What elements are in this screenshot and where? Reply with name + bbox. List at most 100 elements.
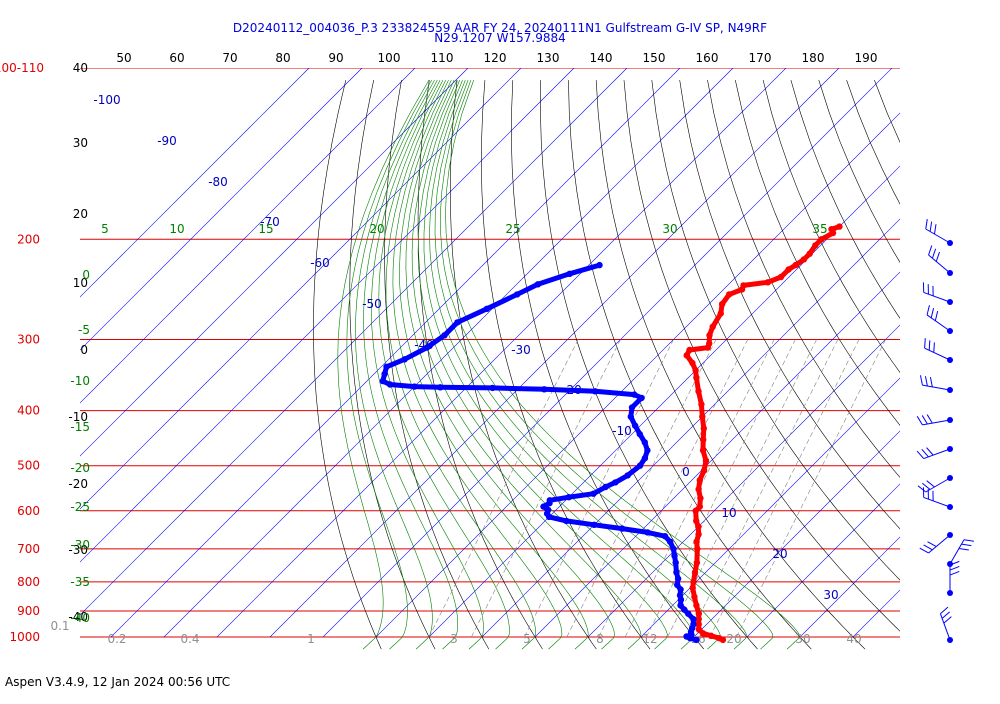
mixing-ratio-line (429, 339, 578, 637)
dewpoint-point (628, 414, 634, 420)
top-axis-label: 70 (222, 51, 237, 65)
top-axis-label: 100 (378, 51, 401, 65)
mixing-ratio-label: 30 (795, 632, 810, 646)
isotherm-line (588, 68, 1000, 637)
grid-lines (0, 68, 1000, 649)
top-axis-label: 110 (431, 51, 454, 65)
temperature-point (690, 579, 696, 585)
isotherm-line (800, 68, 1000, 637)
temperature-point (693, 602, 699, 608)
mixing-ratio-line (599, 339, 748, 637)
dry-adiabat (735, 80, 1000, 649)
wind-barb (947, 540, 974, 567)
wind-barb (926, 219, 953, 246)
adiabat-label: 10 (169, 222, 184, 236)
temperature-point (792, 262, 798, 268)
temperature-point (708, 633, 714, 639)
top-axis-label: 150 (643, 51, 666, 65)
wind-barb-station (947, 328, 953, 334)
dewpoint-point (489, 385, 495, 391)
dewpoint-point (591, 522, 597, 528)
wind-barb-station (947, 446, 953, 452)
moist-adiabat (364, 80, 458, 649)
left-axis-label: 20 (73, 207, 88, 221)
moist-adiabat (440, 80, 772, 649)
adiabat-label: 25 (505, 222, 520, 236)
top-axis-label: 160 (696, 51, 719, 65)
mixing-ratio-label: 1 (307, 632, 315, 646)
temperature-point (694, 559, 700, 565)
left-axis-label: 0 (80, 343, 88, 357)
dewpoint-point (690, 616, 696, 622)
dewpoint-point (629, 404, 635, 410)
mixing-ratio-label: 0.4 (180, 632, 199, 646)
dewpoint-point (547, 497, 553, 503)
dewpoint-point (667, 539, 673, 545)
dewpoint-point (540, 503, 546, 509)
pressure-label: 900 (17, 604, 40, 618)
temperature-point (719, 301, 725, 307)
dry-adiabat (596, 80, 865, 649)
mixing-ratio-label: 40 (846, 632, 861, 646)
temperature-point (765, 279, 771, 285)
temperature-point (703, 458, 709, 464)
mixing-ratio-label: 0.2 (107, 632, 126, 646)
dewpoint-point (596, 262, 602, 268)
dry-adiabat (847, 80, 1000, 649)
top-axis-label: 130 (537, 51, 560, 65)
wind-barb-station (947, 270, 953, 276)
adiabat-label: -10 (70, 374, 90, 388)
temperature-label: -60 (310, 256, 330, 270)
pressure-label: 500 (17, 459, 40, 473)
moist-adiabat (446, 80, 800, 649)
temperature-point (695, 531, 701, 537)
temperature-point (697, 477, 703, 483)
isotherm-line (906, 68, 1000, 637)
dry-adiabat (819, 80, 1000, 649)
dewpoint-point (612, 479, 618, 485)
wind-barb (925, 338, 953, 363)
pressure-label: 200 (17, 232, 40, 246)
wind-barb (929, 246, 953, 276)
wind-barb (917, 446, 953, 459)
dewpoint-point (411, 383, 417, 389)
dewpoint-point (677, 602, 683, 608)
moist-adiabat (424, 80, 694, 649)
dewpoint-point (383, 364, 389, 370)
adiabat-label: -40 (70, 611, 90, 625)
temperature-label: 20 (772, 547, 787, 561)
mixing-ratio-label: 8 (596, 632, 604, 646)
wind-barb-station (947, 532, 953, 538)
temperature-point (778, 274, 784, 280)
adiabat-label: -5 (78, 323, 90, 337)
wind-barb-station (947, 637, 953, 643)
dewpoint-point (535, 281, 541, 287)
dewpoint-point (590, 491, 596, 497)
temperature-label: 30 (823, 588, 838, 602)
temperature-label: -50 (362, 297, 382, 311)
adiabat-label: 5 (101, 222, 109, 236)
temperature-point (740, 282, 746, 288)
dewpoint-point (566, 494, 572, 500)
temperature-point (710, 324, 716, 330)
dewpoint-point (644, 529, 650, 535)
dewpoint-point (674, 582, 680, 588)
mixing-ratio-label: 0.1 (50, 619, 69, 633)
temperature-point (706, 340, 712, 346)
chart-subtitle: N29.1207 W157.9884 (0, 32, 1000, 44)
wind-barb (940, 607, 953, 643)
temperature-point (701, 425, 707, 431)
temperature-point (693, 374, 699, 380)
pressure-label: 600 (17, 504, 40, 518)
temperature-label: -30 (511, 343, 531, 357)
dewpoint-point (637, 463, 643, 469)
mixing-ratio-label: 5 (523, 632, 531, 646)
dewpoint-point (380, 378, 386, 384)
isotherm-line (323, 68, 892, 637)
mixing-ratio-line (646, 339, 795, 637)
adiabat-label: -30 (70, 538, 90, 552)
isotherm-line (482, 68, 1000, 637)
dewpoint-point (541, 386, 547, 392)
top-axis-label: 190 (855, 51, 878, 65)
dewpoint-point (642, 455, 648, 461)
